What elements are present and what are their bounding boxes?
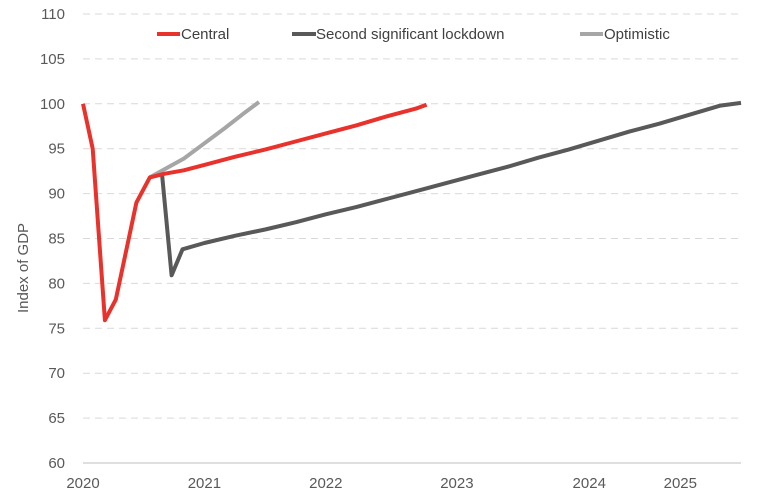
legend: Central Second significant lockdown Optimi… [157, 26, 670, 43]
y-tick-label: 110 [41, 6, 65, 23]
x-tick-label: 2023 [440, 475, 473, 492]
legend-label: Second significant lockdown [316, 26, 504, 43]
x-tick-label: 2021 [188, 475, 221, 492]
y-tick-label: 85 [48, 231, 65, 248]
y-tick-label: 60 [48, 455, 65, 472]
legend-label: Optimistic [604, 26, 670, 43]
y-tick-label: 75 [48, 320, 65, 337]
legend-label: Central [181, 26, 229, 43]
series-line-optimistic [148, 100, 261, 180]
gridlines [83, 13, 741, 419]
y-tick-label: 95 [48, 141, 65, 158]
y-tick-label: 65 [48, 410, 65, 427]
y-tick-label: 80 [48, 275, 65, 292]
y-tick-label: 105 [40, 51, 65, 68]
series-line-second-significant-lockdown [149, 100, 742, 278]
series-line-central [81, 102, 428, 323]
x-tick-label: 2022 [309, 475, 342, 492]
axes: 60 65 70 75 80 85 90 95 100 105 110 2020 2021 2022 202… [40, 6, 741, 492]
y-tick-label: 70 [48, 365, 65, 382]
y-tick-label: 90 [48, 186, 65, 203]
series-lines [81, 100, 742, 323]
x-tick-label: 2024 [573, 475, 606, 492]
y-tick-label: 100 [40, 96, 65, 113]
x-tick-label: 2020 [66, 475, 99, 492]
y-axis-title: Index of GDP [15, 223, 32, 313]
x-tick-label: 2025 [664, 475, 697, 492]
